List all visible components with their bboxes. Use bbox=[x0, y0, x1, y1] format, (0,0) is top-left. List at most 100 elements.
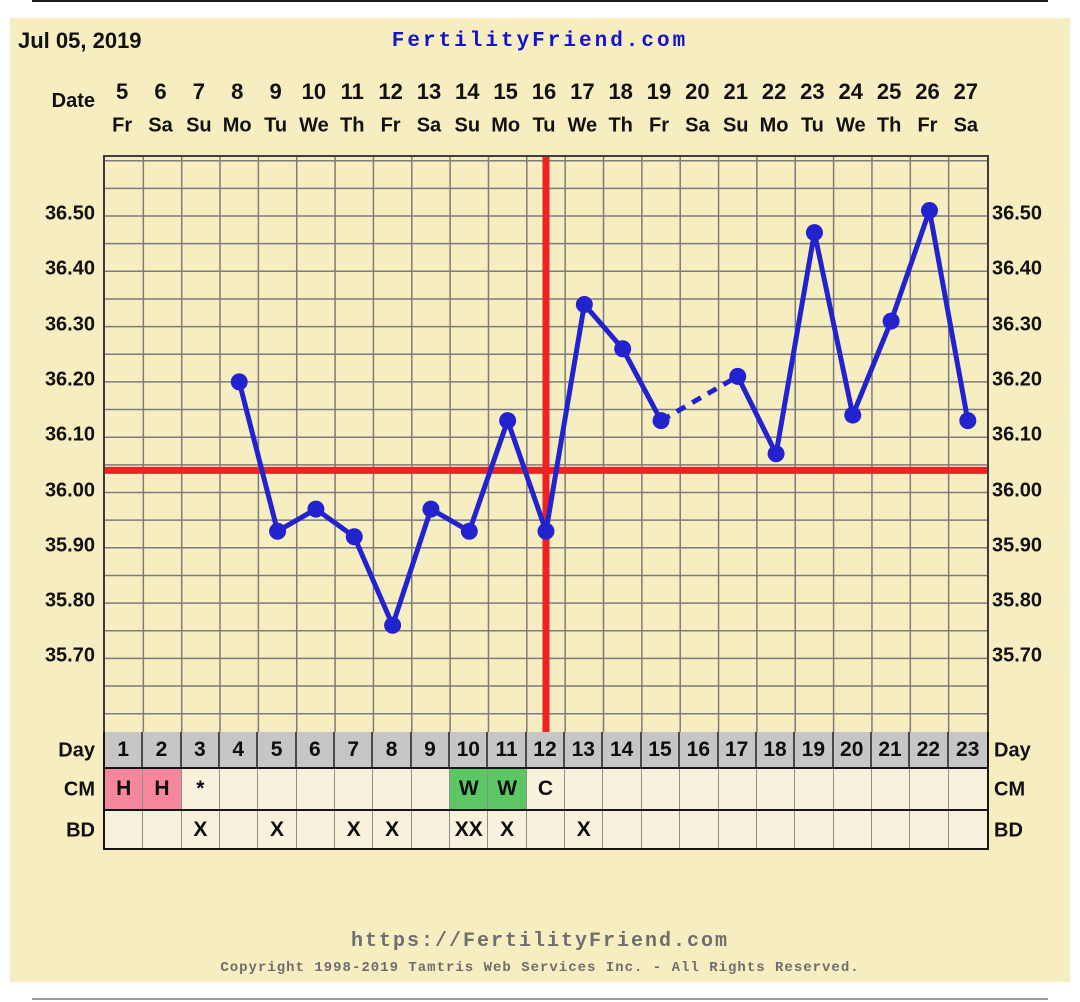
date-number: 27 bbox=[953, 79, 979, 104]
temperature-tick-left: 36.20 bbox=[44, 368, 95, 391]
temperature-tick-left: 35.80 bbox=[44, 589, 95, 612]
cm-cell bbox=[373, 769, 412, 809]
temperature-segment bbox=[735, 375, 779, 455]
weekday-label: We bbox=[835, 114, 866, 137]
footer-url-link[interactable]: https://FertilityFriend.com bbox=[350, 930, 730, 953]
temperature-tick-left: 35.90 bbox=[44, 534, 95, 557]
day-cell: 16 bbox=[680, 732, 719, 767]
date-number: 15 bbox=[493, 79, 518, 104]
temperature-point bbox=[230, 373, 248, 391]
bd-cell bbox=[795, 811, 834, 848]
temperature-point bbox=[805, 224, 823, 242]
cm-cell bbox=[795, 769, 834, 809]
weekday-label: Sa bbox=[416, 114, 442, 137]
temperature-point bbox=[345, 528, 363, 546]
cm-row-label-right: CM bbox=[994, 778, 1026, 801]
date-axis-label: Date bbox=[51, 90, 95, 112]
cm-row-label-left: CM bbox=[63, 778, 95, 801]
temperature-point bbox=[384, 616, 402, 634]
day-cell: 7 bbox=[335, 732, 374, 767]
temperature-segment bbox=[927, 210, 971, 422]
cm-cell: C bbox=[527, 769, 566, 809]
date-number: 23 bbox=[800, 79, 825, 104]
bd-cell bbox=[603, 811, 642, 848]
bd-cell: X bbox=[565, 811, 604, 848]
temperature-segment-dashed bbox=[659, 374, 739, 423]
temperature-segment bbox=[351, 535, 395, 627]
date-number: 19 bbox=[646, 79, 672, 104]
day-cell: 22 bbox=[910, 732, 949, 767]
cm-cell bbox=[412, 769, 451, 809]
temperature-tick-right: 35.90 bbox=[992, 534, 1043, 557]
date-number: 6 bbox=[154, 79, 167, 104]
cm-cell bbox=[297, 769, 336, 809]
bbt-plot-area bbox=[103, 155, 989, 739]
cm-cell bbox=[258, 769, 297, 809]
day-cell: 23 bbox=[956, 737, 980, 761]
cm-cell bbox=[834, 769, 872, 809]
bd-cell: X bbox=[182, 811, 221, 848]
cm-cell: H bbox=[105, 769, 144, 809]
temperature-point bbox=[844, 406, 862, 424]
temperature-segment bbox=[390, 508, 434, 627]
bbt-line-chart bbox=[105, 157, 987, 739]
brand-link[interactable]: FertilityFriend.com bbox=[391, 30, 689, 53]
temperature-point bbox=[460, 522, 478, 540]
weekday-label: Sa bbox=[685, 114, 710, 137]
day-cell: 17 bbox=[719, 732, 757, 767]
temperature-tick-right: 36.30 bbox=[992, 313, 1043, 336]
temperature-tick-right: 35.80 bbox=[992, 589, 1043, 612]
day-cell: 15 bbox=[642, 732, 681, 767]
temperature-segment bbox=[620, 347, 664, 422]
day-cell: 10 bbox=[450, 732, 489, 767]
bd-cell bbox=[719, 811, 757, 848]
temperature-segment bbox=[543, 304, 587, 532]
bd-cell bbox=[642, 811, 681, 848]
temperature-segment bbox=[773, 232, 817, 455]
bd-cell bbox=[527, 811, 566, 848]
temperature-segment bbox=[888, 209, 932, 322]
footer-copyright: Copyright 1998-2019 Tamtris Web Services… bbox=[220, 960, 860, 976]
date-number: 7 bbox=[192, 79, 205, 104]
cm-cell bbox=[872, 769, 911, 809]
weekday-label: Mo bbox=[222, 114, 252, 137]
weekday-label: Fr bbox=[649, 114, 670, 137]
temperature-point bbox=[614, 340, 632, 358]
weekday-label: Fr bbox=[112, 114, 133, 137]
temperature-tick-right: 36.00 bbox=[992, 479, 1043, 501]
day-cell: 8 bbox=[373, 732, 412, 767]
temperature-point bbox=[307, 500, 325, 518]
cm-cell: * bbox=[182, 769, 221, 809]
day-cell: 9 bbox=[412, 732, 451, 767]
temperature-point bbox=[575, 295, 593, 313]
day-cell: 4 bbox=[220, 732, 259, 767]
day-cell: 18 bbox=[757, 732, 796, 767]
bd-cell: X bbox=[258, 811, 297, 848]
temperature-tick-right: 36.20 bbox=[992, 368, 1043, 391]
temperature-tick-left: 36.40 bbox=[44, 257, 95, 280]
date-number: 20 bbox=[685, 79, 710, 104]
weekday-label: Th bbox=[608, 114, 633, 137]
date-number: 11 bbox=[340, 79, 364, 104]
temperature-point bbox=[959, 412, 977, 430]
cm-cell bbox=[220, 769, 259, 809]
bd-cell bbox=[143, 811, 182, 848]
temperature-tick-right: 35.70 bbox=[992, 644, 1043, 667]
bd-cell bbox=[220, 811, 259, 848]
weekday-label: Su bbox=[454, 114, 481, 137]
day-cell: 2 bbox=[143, 732, 182, 767]
date-number: 22 bbox=[761, 79, 787, 104]
temperature-segment bbox=[236, 381, 280, 532]
temperature-tick-left: 36.10 bbox=[44, 423, 95, 446]
cm-cell bbox=[719, 769, 757, 809]
weekday-label: We bbox=[299, 114, 329, 137]
bd-cell: X bbox=[373, 811, 412, 848]
temperature-point bbox=[537, 522, 555, 540]
date-number: 26 bbox=[915, 79, 940, 104]
day-cell: 12 bbox=[527, 732, 566, 767]
weekday-label: Th bbox=[340, 114, 365, 137]
temperature-segment bbox=[582, 302, 625, 351]
day-cell: 5 bbox=[258, 732, 297, 767]
cm-cell bbox=[680, 769, 719, 809]
temperature-segment bbox=[811, 232, 856, 416]
